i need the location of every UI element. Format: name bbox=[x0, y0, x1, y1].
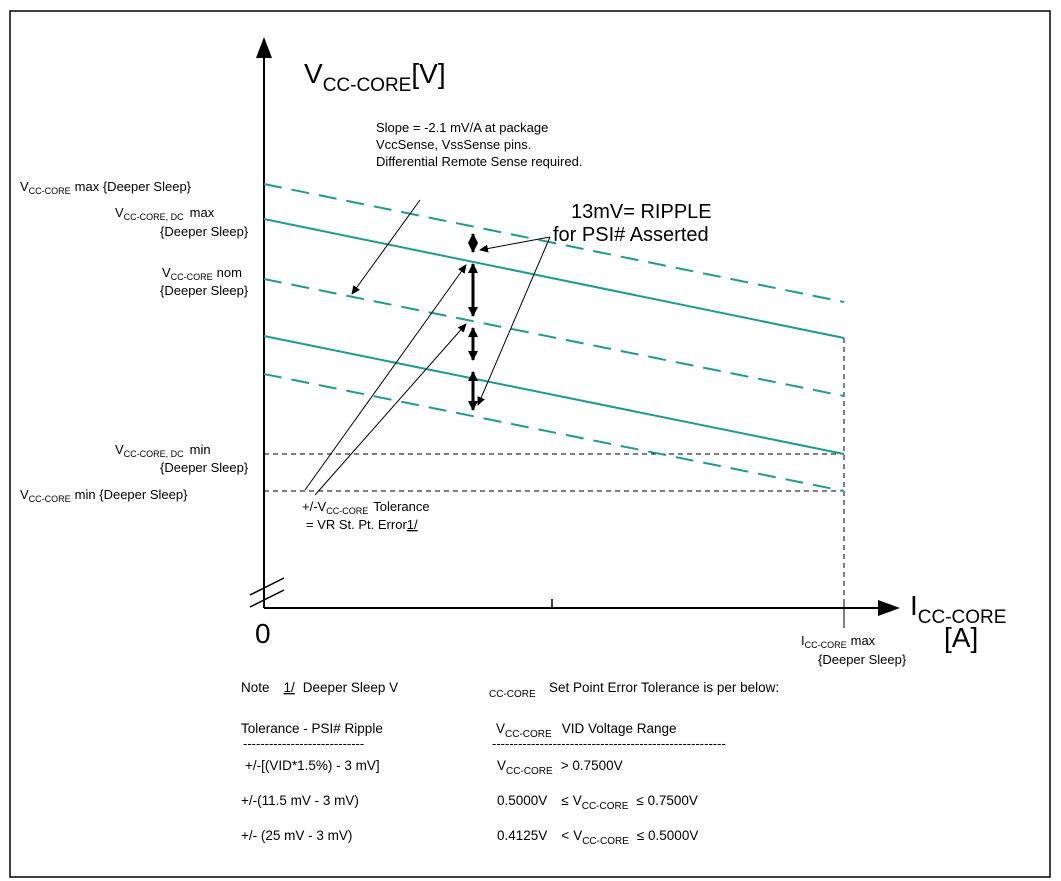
note-line-2: Set Point Error Tolerance is per below: bbox=[549, 680, 779, 695]
x-axis-label: ICC-CORE bbox=[910, 590, 1006, 628]
tolerance-pointer bbox=[304, 264, 467, 491]
axis-break-mark bbox=[249, 577, 285, 596]
row-2-range: 0.5000V ≤ VCC-CORE ≤ 0.7500V bbox=[497, 793, 698, 812]
vnom-label: VCC-CORE nom bbox=[162, 265, 242, 282]
slope-note-pointer bbox=[351, 199, 421, 295]
vnom-label-2: {Deeper Sleep} bbox=[160, 283, 249, 298]
row-3-range: 0.4125V < VCC-CORE ≤ 0.5000V bbox=[497, 828, 698, 847]
col1-dashes: ---------------------------- bbox=[243, 736, 364, 751]
vmax-dashed-loadline bbox=[263, 183, 845, 303]
note-line: Note 1/Deeper Sleep V bbox=[241, 680, 398, 695]
vdc-min-label: VCC-CORE, DC min bbox=[115, 442, 211, 459]
row-3-tolerance: +/- (25 mV - 3 mV) bbox=[241, 828, 352, 843]
vdc-max-label: VCC-CORE, DC max bbox=[115, 205, 215, 222]
vdc-max-label-2: {Deeper Sleep} bbox=[160, 224, 249, 239]
tolerance-label-2: = VR St. Pt. Error1/ bbox=[306, 517, 418, 532]
x-axis-arrowhead bbox=[878, 600, 900, 616]
ripple-pointer bbox=[477, 236, 551, 406]
vmin-label: VCC-CORE min {Deeper Sleep} bbox=[20, 487, 188, 504]
vdc-min-loadline bbox=[263, 335, 845, 455]
diagram-border bbox=[9, 10, 1051, 878]
tolerance-label: +/-VCC-CORE Tolerance bbox=[302, 499, 430, 516]
y-axis-arrowhead bbox=[256, 37, 272, 58]
x-axis-unit: [A] bbox=[944, 622, 978, 653]
col1-header: Tolerance - PSI# Ripple bbox=[241, 721, 383, 736]
vdc-min-label-2: {Deeper Sleep} bbox=[160, 460, 249, 475]
imax-label-2: {Deeper Sleep} bbox=[818, 652, 907, 667]
vdc-max-loadline bbox=[263, 218, 845, 339]
vmax-label: VCC-CORE max {Deeper Sleep} bbox=[20, 179, 192, 196]
y-axis-label: VCC-CORE[V] bbox=[304, 58, 446, 96]
ripple-label: 13mV= RIPPLE for PSI# Asserted bbox=[553, 201, 717, 246]
vnom-dashed-loadline bbox=[263, 278, 845, 397]
ripple-pointer bbox=[479, 236, 551, 253]
row-1-range: VCC-CORE > 0.7500V bbox=[497, 758, 623, 777]
row-2-tolerance: +/-(11.5 mV - 3 mV) bbox=[241, 793, 359, 808]
row-1-tolerance: +/-[(VID*1.5%) - 3 mV] bbox=[245, 758, 380, 773]
axis-break-mark bbox=[249, 589, 285, 608]
origin-label: 0 bbox=[255, 618, 271, 649]
slope-note: Slope = -2.1 mV/A at package VccSense, V… bbox=[376, 120, 582, 169]
col2-dashes: ----------------------------------------… bbox=[492, 736, 726, 751]
vmin-dashed-loadline bbox=[263, 373, 845, 492]
note-sub: CC-CORE bbox=[489, 689, 536, 700]
imax-label: ICC-CORE max bbox=[801, 633, 876, 650]
tolerance-pointer bbox=[314, 323, 467, 496]
col2-header: VCC-CORE VID Voltage Range bbox=[496, 721, 677, 740]
